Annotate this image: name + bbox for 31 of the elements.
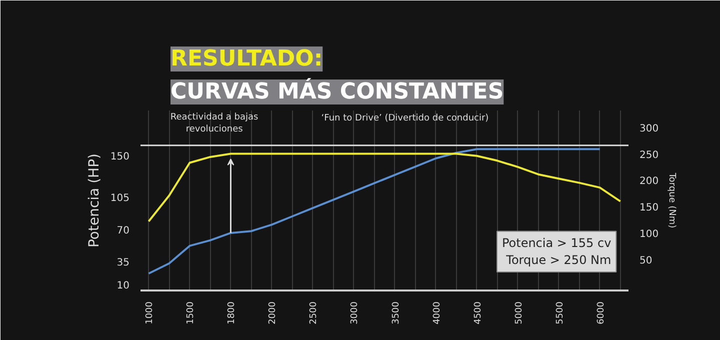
x-tick-label: 2500 xyxy=(309,301,320,324)
x-tick-label: 5500 xyxy=(555,301,566,324)
chart-title: RESULTADO: xyxy=(170,46,323,72)
y2-tick-label: 300 xyxy=(640,123,659,134)
annotation: ‘Fun to Drive’ (Divertido de conducir) xyxy=(321,114,489,124)
y-tick-label: 70 xyxy=(116,225,130,236)
y2-tick-label: 100 xyxy=(640,228,659,240)
y-tick-label: 105 xyxy=(110,193,130,204)
x-tick-label: 3500 xyxy=(391,301,402,324)
x-tick-label: 1500 xyxy=(186,301,196,324)
y-tick-label: 35 xyxy=(116,257,130,268)
y2-tick-label: 250 xyxy=(640,150,659,161)
x-tick-label: 1800 xyxy=(227,301,238,324)
x-tick-label: 1000 xyxy=(145,301,156,324)
line-series xyxy=(148,152,622,222)
y2-axis-title: Torque (Nm) xyxy=(666,172,677,228)
y-tick-label: 150 xyxy=(110,152,130,163)
x-tick-label: 3000 xyxy=(350,301,360,324)
annotation: Potencia > 155 cv Torque > 250 Nm xyxy=(502,236,612,268)
y2-tick-label: 50 xyxy=(640,255,652,266)
chart-subtitle: CURVAS MÁS CONSTANTES xyxy=(170,78,504,104)
annotation: Reactividad a bajas revoluciones xyxy=(170,112,259,135)
x-tick-label: 6000 xyxy=(596,301,606,324)
x-tick-label: 4500 xyxy=(473,301,484,324)
y2-tick-label: 200 xyxy=(640,176,659,188)
y2-tick-label: 150 xyxy=(640,202,659,214)
y-axis-title: Potencia (HP) xyxy=(86,153,102,248)
x-tick-label: 2000 xyxy=(268,301,278,324)
x-tick-label: 5000 xyxy=(514,301,524,324)
y-tick-label: 10 xyxy=(116,280,130,292)
x-tick-label: 4000 xyxy=(432,301,442,324)
